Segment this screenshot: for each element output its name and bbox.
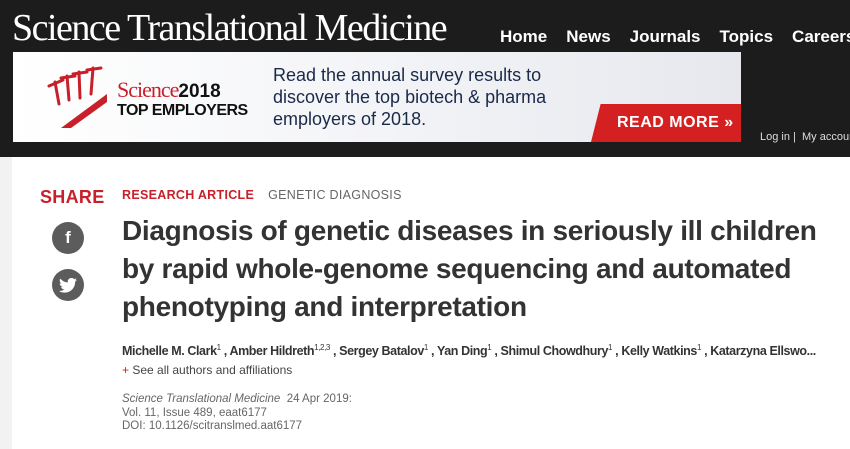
main-nav: Home News Journals Topics Careers	[500, 27, 850, 47]
site-logo[interactable]: Science Translational Medicine	[12, 7, 448, 49]
nav-topics[interactable]: Topics	[719, 27, 774, 46]
twitter-icon[interactable]	[52, 269, 84, 301]
author-affiliation[interactable]: 1	[608, 343, 613, 352]
author-name[interactable]: Katarzyna Ellswo...	[710, 344, 816, 359]
author-affiliation[interactable]: 1	[487, 343, 492, 352]
left-gutter	[0, 157, 12, 449]
author-affiliation[interactable]: 1,2,3	[314, 343, 330, 352]
banner-top-employers: TOP EMPLOYERS	[117, 102, 248, 119]
read-more-button[interactable]: READ MORE »	[591, 104, 741, 142]
article-title: Diagnosis of genetic diseases in serious…	[122, 215, 817, 322]
doi[interactable]: DOI: 10.1126/scitranslmed.aat6177	[122, 420, 303, 432]
author-list: Michelle M. Clark1 , Amber Hildreth1,2,3…	[122, 343, 816, 359]
volume-issue: Vol. 11, Issue 489, eaat6177	[122, 406, 267, 419]
banner-text: Read the annual survey results to discov…	[273, 65, 547, 129]
my-account-link[interactable]: My account	[802, 131, 850, 143]
facebook-icon[interactable]: f	[52, 222, 84, 254]
nav-journals[interactable]: Journals	[629, 27, 701, 46]
citation: Science Translational Medicine 24 Apr 20…	[122, 393, 352, 434]
banner-year: 2018	[178, 81, 221, 102]
ad-banner[interactable]: Science2018 TOP EMPLOYERS Read the annua…	[13, 52, 741, 142]
nav-news[interactable]: News	[566, 27, 611, 46]
author-affiliation[interactable]: 1	[696, 343, 701, 352]
author-name[interactable]: Sergey Batalov	[339, 344, 424, 359]
top-employers-logo-icon	[47, 66, 107, 128]
article-type[interactable]: RESEARCH ARTICLE	[122, 188, 255, 202]
author-affiliation[interactable]: 1	[216, 343, 221, 352]
share-label: SHARE	[40, 187, 105, 207]
pub-date: 24 Apr 2019:	[286, 393, 352, 405]
nav-home[interactable]: Home	[500, 27, 548, 46]
author-name[interactable]: Kelly Watkins	[621, 344, 697, 359]
author-name[interactable]: Yan Ding	[436, 344, 488, 359]
journal-name: Science Translational Medicine	[122, 393, 281, 405]
see-all-authors-link[interactable]: + See all authors and affiliations	[122, 363, 293, 377]
banner-science: Science	[117, 77, 179, 102]
article-topic[interactable]: GENETIC DIAGNOSIS	[268, 188, 402, 202]
login-link[interactable]: Log in	[760, 131, 790, 143]
author-name[interactable]: Michelle M. Clark	[122, 344, 217, 359]
author-affiliation[interactable]: 1	[423, 343, 428, 352]
author-name[interactable]: Shimul Chowdhury	[500, 344, 609, 359]
see-all-label: See all authors and affiliations	[132, 363, 293, 377]
site-header: Science Translational Medicine Home News…	[0, 0, 850, 157]
author-name[interactable]: Amber Hildreth	[229, 344, 315, 359]
nav-careers[interactable]: Careers	[792, 27, 850, 46]
